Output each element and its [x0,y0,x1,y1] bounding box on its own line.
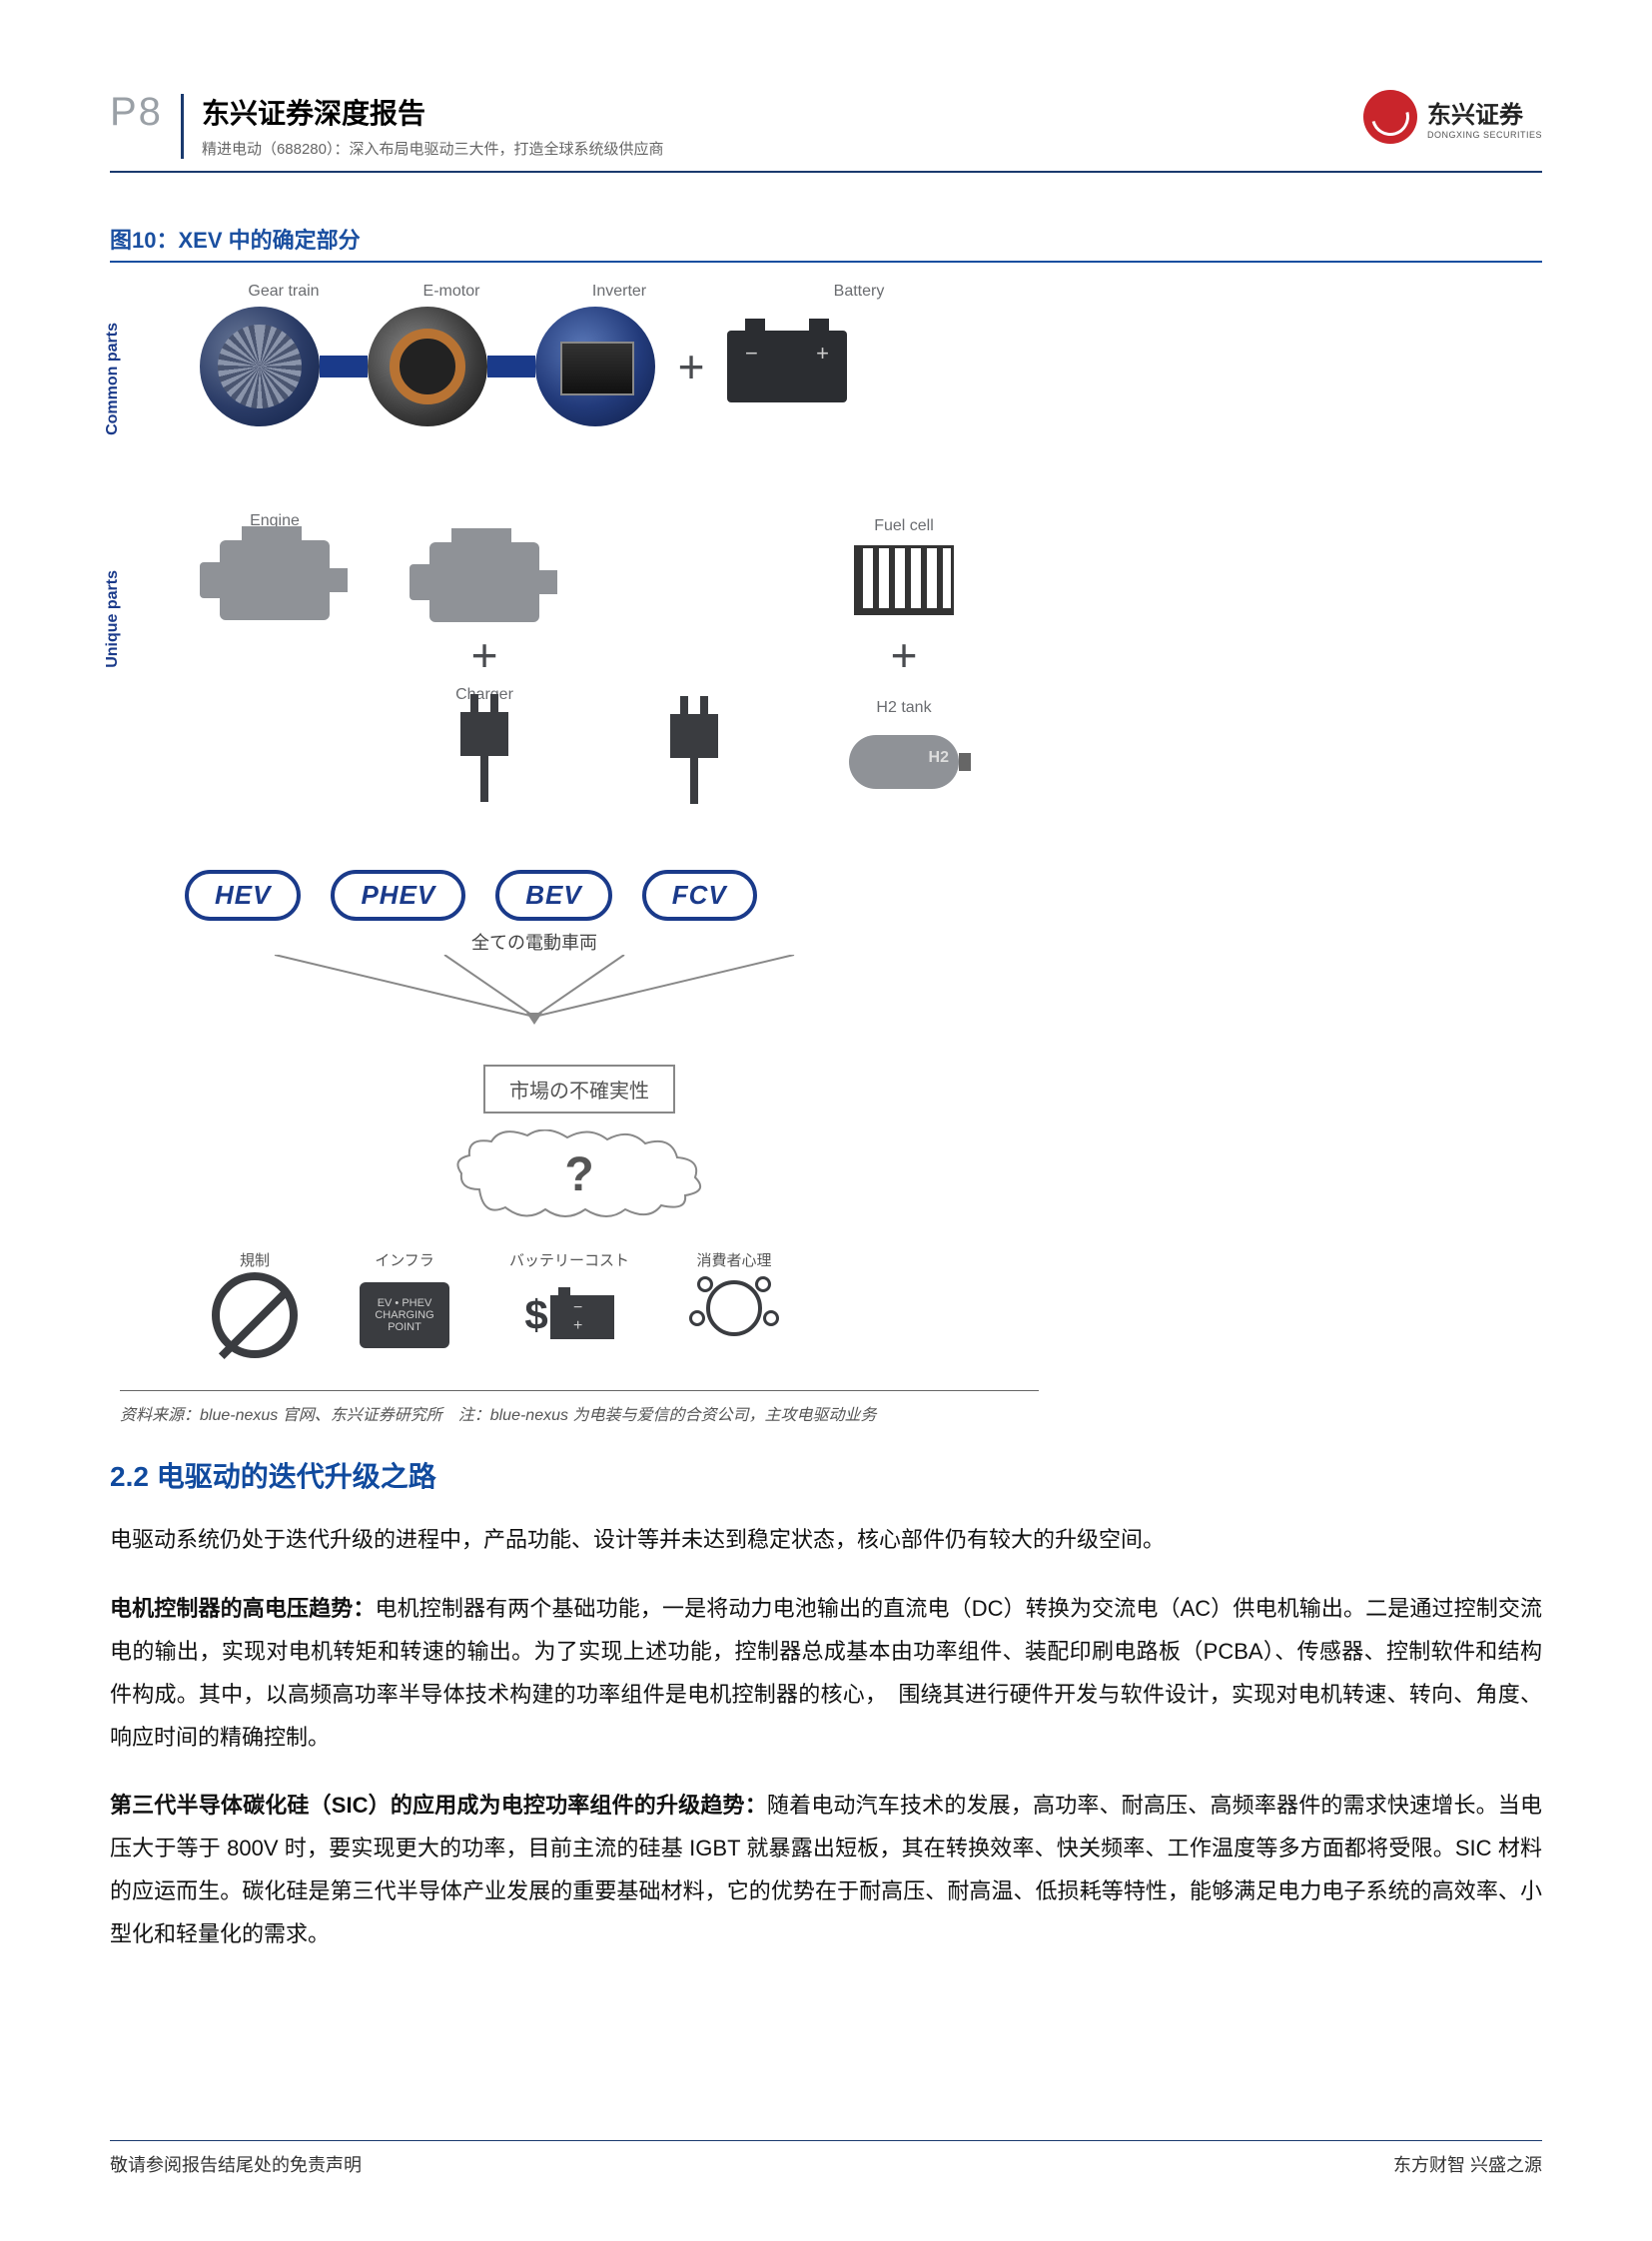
footer-left: 敬请参阅报告结尾处的免责声明 [110,2151,362,2177]
plus-icon: + [410,628,559,682]
figure-title-rule [110,261,1542,263]
page-number: P8 [110,90,163,135]
footer-right: 东方财智 兴盛之源 [1393,2151,1542,2177]
company-logo: 东兴证券 DONGXING SECURITIES [1363,90,1542,144]
common-parts-label: Common parts [104,323,122,435]
unique-parts-label: Unique parts [104,570,122,668]
plus-icon: + [829,628,979,682]
inverter-icon [535,307,655,426]
header-rule [110,171,1542,173]
header-divider [181,94,184,159]
prohibit-icon [212,1272,298,1358]
uncertainty-box: 市場の不確実性 [483,1065,675,1114]
body-paragraph-1: 电驱动系统仍处于迭代升级的进程中，产品功能、设计等并未达到稳定状态，核心部件仍有… [110,1519,1542,1562]
label-gear-train: Gear train [200,283,368,301]
body-paragraph-3: 第三代半导体碳化硅（SIC）的应用成为电控功率组件的升级趋势：随着电动汽车技术的… [110,1785,1542,1956]
section-heading: 2.2 电驱动的迭代升级之路 [110,1455,1542,1495]
logo-text-cn: 东兴证券 [1427,95,1542,130]
charger-icon [454,712,514,802]
factor-label: バッテリーコスト [509,1249,629,1270]
label-battery: Battery [775,283,943,301]
report-header: P8 东兴证券深度报告 精进电动（688280）：深入布局电驱动三大件，打造全球… [110,90,1542,159]
factor-label: 消費者心理 [689,1249,779,1270]
engine-icon [429,542,539,622]
label-h2-tank: H2 tank [829,699,979,717]
p2-lead: 电机控制器的高电压趋势： [110,1596,375,1621]
body-paragraph-2: 电机控制器的高电压趋势：电机控制器有两个基础功能，一是将动力电池输出的直流电（D… [110,1588,1542,1760]
e-motor-icon [368,307,487,426]
figure-source: 资料来源：blue-nexus 官网、东兴证券研究所 注：blue-nexus … [120,1401,1039,1425]
engine-icon [220,540,330,620]
label-e-motor: E-motor [368,283,535,301]
figure-title: 图10：XEV 中的确定部分 [110,223,1542,255]
vehicle-phev: PHEV [331,870,465,921]
vehicle-fcv: FCV [642,870,757,921]
factor-label: インフラ [360,1249,449,1270]
report-subtitle: 精进电动（688280）：深入布局电驱动三大件，打造全球系统级供应商 [202,138,664,159]
link-bar-icon [487,356,535,377]
charger-icon [664,714,724,804]
label-inverter: Inverter [535,283,703,301]
vehicle-bev: BEV [495,870,611,921]
fuel-cell-icon [854,545,954,615]
question-cloud: ? [449,1129,709,1219]
label-charger: Charger [410,686,559,704]
h2-tank-icon: H2 [849,735,959,789]
figure-bottom-rule [120,1390,1039,1391]
battery-cost-icon: $ [524,1291,613,1339]
vehicles-subtitle: 全ての電動車両 [185,929,884,955]
logo-icon [1363,90,1417,144]
xev-diagram: Common parts Gear train E-motor Inverter… [120,283,1039,1425]
vehicle-type-row: HEV PHEV BEV FCV [185,870,1039,921]
p3-lead: 第三代半导体碳化硅（SIC）的应用成为电控功率组件的升级趋势： [110,1793,767,1818]
infrastructure-icon: EV • PHEV CHARGING POINT [360,1282,449,1348]
uncertainty-factors: 規制 インフラ EV • PHEV CHARGING POINT バッテリーコス… [210,1249,1039,1366]
report-title: 东兴证券深度报告 [202,92,664,132]
convergence-arrows [185,955,884,1025]
plus-icon: + [655,340,727,393]
logo-text-en: DONGXING SECURITIES [1427,130,1542,140]
footer-rule [110,2140,1542,2142]
gear-train-icon [200,307,320,426]
label-fuel-cell: Fuel cell [829,517,979,535]
battery-icon: −+ [727,331,847,402]
vehicle-hev: HEV [185,870,301,921]
page-footer: 敬请参阅报告结尾处的免责声明 东方财智 兴盛之源 [110,2140,1542,2178]
link-bar-icon [320,356,368,377]
question-mark: ? [449,1129,709,1219]
factor-label: 規制 [210,1249,300,1270]
consumer-psychology-icon [689,1280,779,1350]
